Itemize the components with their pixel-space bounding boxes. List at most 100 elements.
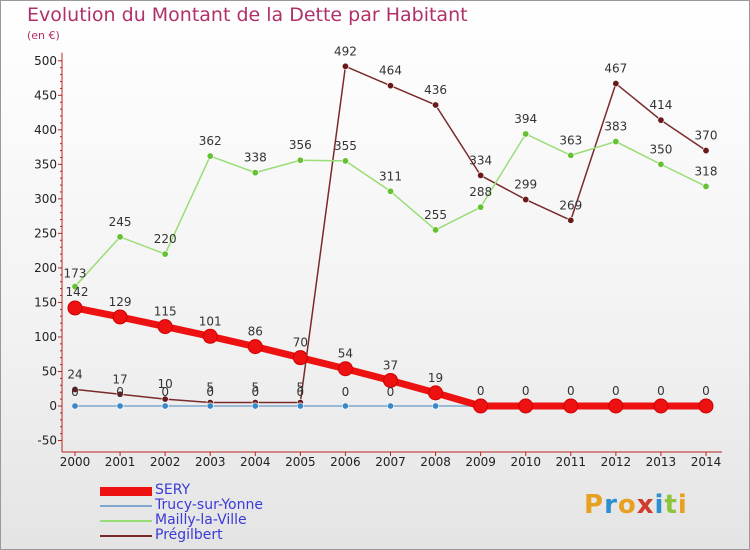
data-label: 0 bbox=[161, 385, 169, 399]
logo-letter: r bbox=[604, 490, 618, 520]
data-label: 220 bbox=[154, 232, 177, 246]
data-label: 362 bbox=[199, 134, 222, 148]
series-point bbox=[702, 182, 710, 190]
series-point bbox=[477, 171, 485, 179]
data-label: 334 bbox=[469, 153, 492, 167]
logo-letter: i bbox=[654, 490, 665, 520]
series-point bbox=[161, 250, 169, 258]
series-point bbox=[112, 309, 128, 325]
series-point bbox=[698, 398, 714, 414]
series-point bbox=[428, 385, 444, 401]
data-label: 142 bbox=[66, 285, 89, 299]
y-tick-label: 300 bbox=[34, 192, 57, 206]
series-point bbox=[432, 101, 440, 109]
data-label: 24 bbox=[67, 367, 82, 381]
series-point bbox=[341, 62, 349, 70]
series-point bbox=[657, 116, 665, 124]
x-tick-label: 2010 bbox=[510, 455, 541, 469]
data-label: 19 bbox=[428, 371, 443, 385]
x-tick-label: 2006 bbox=[330, 455, 361, 469]
x-tick-label: 2002 bbox=[150, 455, 181, 469]
series-point bbox=[161, 395, 169, 403]
data-label: 54 bbox=[338, 347, 353, 361]
series-point bbox=[567, 216, 575, 224]
data-label: 436 bbox=[424, 83, 447, 97]
legend-swatch bbox=[100, 535, 152, 537]
data-label: 299 bbox=[514, 178, 537, 192]
series-point bbox=[206, 402, 214, 410]
data-label: 288 bbox=[469, 185, 492, 199]
series-point bbox=[251, 402, 259, 410]
series-point bbox=[432, 226, 440, 234]
data-label: 394 bbox=[514, 112, 537, 126]
series-point bbox=[563, 398, 579, 414]
data-label: 0 bbox=[612, 384, 620, 398]
data-label: 0 bbox=[522, 384, 530, 398]
data-label: 0 bbox=[71, 385, 79, 399]
data-label: 0 bbox=[387, 385, 395, 399]
y-tick-label: 0 bbox=[49, 399, 57, 413]
data-label: 467 bbox=[604, 62, 627, 76]
y-tick-label: 50 bbox=[42, 364, 57, 378]
data-label: 0 bbox=[702, 384, 710, 398]
legend-swatch bbox=[100, 505, 152, 507]
data-label: 464 bbox=[379, 64, 402, 78]
data-label: 0 bbox=[206, 385, 214, 399]
data-label: 129 bbox=[109, 295, 132, 309]
legend-label: Mailly-la-Ville bbox=[155, 512, 247, 528]
series-line-2 bbox=[74, 133, 707, 288]
x-tick-label: 2000 bbox=[60, 455, 91, 469]
series-point bbox=[296, 402, 304, 410]
data-label: 17 bbox=[112, 372, 127, 386]
data-label: 101 bbox=[199, 314, 222, 328]
logo-letter: o bbox=[617, 490, 637, 520]
series-point bbox=[202, 328, 218, 344]
data-label: 10 bbox=[158, 377, 173, 391]
data-label: 0 bbox=[567, 384, 575, 398]
series-point bbox=[518, 398, 534, 414]
series-point bbox=[337, 361, 353, 377]
series-point bbox=[386, 82, 394, 90]
chart-title: Evolution du Montant de la Dette par Hab… bbox=[27, 4, 468, 26]
series-point bbox=[522, 130, 530, 138]
data-label: 350 bbox=[649, 142, 672, 156]
data-label: 86 bbox=[248, 325, 263, 339]
data-label: 70 bbox=[293, 336, 308, 350]
data-label: 370 bbox=[695, 129, 718, 143]
series-point bbox=[116, 233, 124, 241]
data-label: 0 bbox=[657, 384, 665, 398]
series-point bbox=[71, 402, 79, 410]
y-tick-label: 400 bbox=[34, 123, 57, 137]
chart-subtitle: (en €) bbox=[27, 29, 60, 42]
data-label: 5 bbox=[297, 381, 305, 395]
logo-letter: P bbox=[584, 490, 605, 520]
data-label: 492 bbox=[334, 44, 357, 58]
y-tick-label: -50 bbox=[37, 434, 57, 448]
series-point bbox=[116, 402, 124, 410]
y-tick-label: 100 bbox=[34, 330, 57, 344]
data-label: 245 bbox=[109, 215, 132, 229]
logo-letter: i bbox=[677, 490, 688, 520]
data-label: 5 bbox=[251, 381, 259, 395]
x-tick-label: 2013 bbox=[646, 455, 677, 469]
series-point bbox=[157, 319, 173, 335]
data-label: 338 bbox=[244, 151, 267, 165]
data-label: 383 bbox=[604, 120, 627, 134]
y-tick-label: 200 bbox=[34, 261, 57, 275]
series-point bbox=[612, 80, 620, 88]
logo-letter: x bbox=[636, 490, 655, 520]
data-label: 5 bbox=[206, 381, 214, 395]
series-point bbox=[71, 385, 79, 393]
series-point bbox=[296, 156, 304, 164]
series-point bbox=[67, 300, 83, 316]
legend-label: SERY bbox=[155, 482, 191, 498]
x-tick-label: 2007 bbox=[375, 455, 406, 469]
series-point bbox=[386, 402, 394, 410]
series-point bbox=[473, 398, 489, 414]
series-point bbox=[567, 151, 575, 159]
series-point bbox=[161, 402, 169, 410]
data-label: 115 bbox=[154, 305, 177, 319]
series-point bbox=[657, 160, 665, 168]
series-point bbox=[653, 398, 669, 414]
